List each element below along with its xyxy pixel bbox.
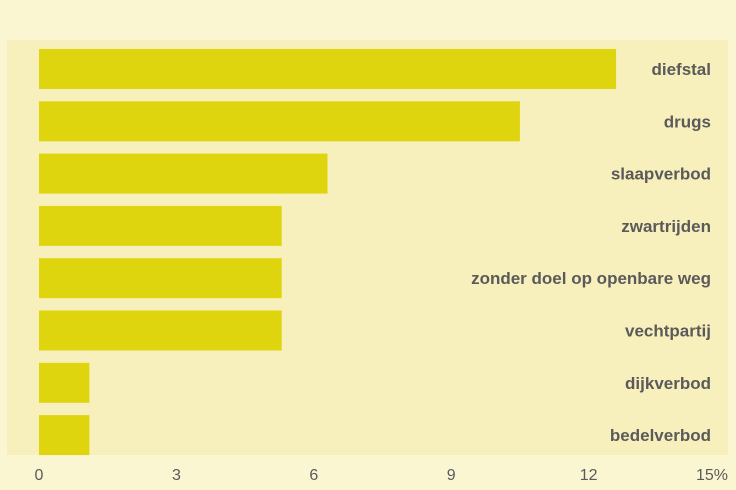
x-tick-label: 3 bbox=[172, 467, 181, 484]
bar-zonder-doel-op-openbare-weg bbox=[39, 258, 282, 299]
bar-diefstal bbox=[39, 49, 617, 89]
bars-group bbox=[39, 49, 617, 456]
bar-dijkverbod bbox=[39, 362, 90, 403]
bar-vechtpartij bbox=[39, 310, 282, 351]
bar-label-drugs: drugs bbox=[664, 112, 711, 131]
bar-label-dijkverbod: dijkverbod bbox=[625, 374, 711, 393]
x-tick-label: 6 bbox=[309, 467, 318, 484]
bar-bedelverbod bbox=[39, 415, 90, 456]
bar-label-bedelverbod: bedelverbod bbox=[610, 426, 711, 445]
bar-slaapverbod bbox=[39, 153, 328, 194]
bar-label-vechtpartij: vechtpartij bbox=[625, 322, 711, 341]
x-tick-label: 15% bbox=[696, 467, 728, 484]
bar-label-diefstal: diefstal bbox=[651, 60, 711, 79]
bar-drugs bbox=[39, 101, 520, 142]
bar-label-zwartrijden: zwartrijden bbox=[621, 217, 711, 236]
x-tick-label: 9 bbox=[447, 467, 456, 484]
bar-labels-group: diefstal drugs slaapverbod zwartrijden zonde… bbox=[471, 60, 711, 445]
bar-label-zonder-doel-op-openbare-weg: zonder doel op openbare weg bbox=[471, 269, 711, 288]
x-tick-label: 12 bbox=[580, 467, 598, 484]
bar-zwartrijden bbox=[39, 205, 282, 246]
bar-label-slaapverbod: slaapverbod bbox=[611, 165, 711, 184]
x-axis-ticks: 0 3 6 9 12 15% bbox=[35, 467, 728, 484]
x-tick-label: 0 bbox=[35, 467, 44, 484]
